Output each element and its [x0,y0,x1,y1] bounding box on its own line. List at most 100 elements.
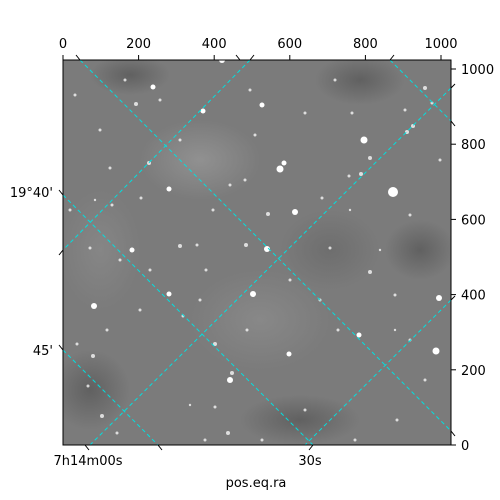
star [204,268,208,272]
star [408,338,412,342]
pixel-y-tick-label: 1000 [461,63,494,78]
star [264,246,270,252]
star [91,303,97,309]
star [333,78,337,82]
ra-tick-label: 7h14m00s [53,454,122,469]
dec-tick-labels: 19°40' 45' [10,186,53,359]
pixel-y-tick-label: 400 [461,289,486,304]
pixel-x-tick-label: 200 [126,37,151,52]
pixel-axis-top-labels: 0 200 400 600 800 1000 [59,37,458,52]
star [328,246,332,250]
star [108,166,112,170]
star [148,268,152,272]
star [348,208,352,212]
grid-line [63,349,159,445]
star [75,342,79,346]
star [198,298,202,302]
star [129,247,135,253]
ra-tick-labels: 7h14m00s 30s [53,454,321,469]
pixel-axis-right [451,68,456,446]
star [139,196,143,200]
star [303,111,307,115]
star [395,418,399,422]
star [123,78,127,82]
star [158,98,162,102]
star [388,187,398,197]
star [292,209,298,215]
star [286,351,292,357]
dec-tick-label: 19°40' [10,186,53,201]
star [86,384,90,388]
star [438,158,442,162]
star [359,172,363,176]
star [213,405,217,409]
star [166,186,172,192]
star [436,295,442,301]
star [138,308,142,312]
star [100,414,104,418]
star [303,408,307,412]
star [347,174,351,178]
star [188,403,192,407]
plot-frame [62,59,452,446]
star [243,178,247,182]
star [360,136,368,144]
star [178,138,182,142]
star [166,291,172,297]
star [98,128,102,132]
star [134,102,138,106]
star [244,243,248,247]
star [248,88,252,92]
grid-line [304,299,451,445]
star [260,438,264,442]
star [336,328,340,332]
star [115,431,119,435]
grid-line [63,194,314,445]
star [288,278,292,282]
star [368,156,372,160]
star [276,165,284,173]
star [73,93,77,97]
star [250,291,256,297]
coordinate-grid [63,60,451,445]
star [350,111,354,115]
star [150,84,156,90]
star [211,208,215,212]
star [118,258,122,262]
grid-line [389,60,451,122]
star [408,213,412,217]
star [281,160,287,166]
star [253,133,257,137]
pixel-axis-right-labels: 0 200 400 600 800 1000 [461,63,494,454]
star [430,101,434,105]
star [93,198,97,202]
star [432,347,440,355]
star [368,270,372,274]
star [213,342,217,346]
star [230,371,234,375]
pixel-y-tick-label: 800 [461,138,486,153]
star [393,328,397,332]
star [320,196,324,200]
sky-image [63,60,451,445]
star [403,108,407,112]
star [393,293,397,297]
star [91,354,95,358]
star [110,203,114,207]
star [88,246,92,250]
pixel-x-tick-label: 1000 [424,37,457,52]
star [203,438,207,442]
star [105,328,109,332]
star [227,377,233,383]
star [219,60,225,63]
star [226,431,230,435]
pixel-x-tick-label: 400 [202,37,227,52]
star [68,208,72,212]
star [353,438,357,442]
star [195,243,199,247]
pixel-x-tick-label: 0 [59,37,67,52]
x-axis-title: pos.eq.ra [226,476,287,491]
star [200,108,206,114]
dec-tick-label: 45' [33,344,53,359]
